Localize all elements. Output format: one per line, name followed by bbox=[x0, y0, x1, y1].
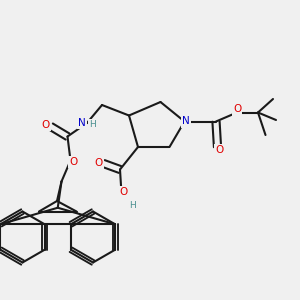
Text: O: O bbox=[41, 120, 50, 130]
Text: N: N bbox=[78, 118, 86, 128]
Text: N: N bbox=[182, 116, 190, 127]
Text: O: O bbox=[119, 187, 127, 197]
Text: O: O bbox=[215, 145, 223, 155]
Text: O: O bbox=[233, 104, 241, 115]
Text: H: H bbox=[89, 120, 96, 129]
Text: O: O bbox=[95, 158, 103, 169]
Text: H: H bbox=[129, 201, 135, 210]
Text: O: O bbox=[69, 157, 78, 167]
